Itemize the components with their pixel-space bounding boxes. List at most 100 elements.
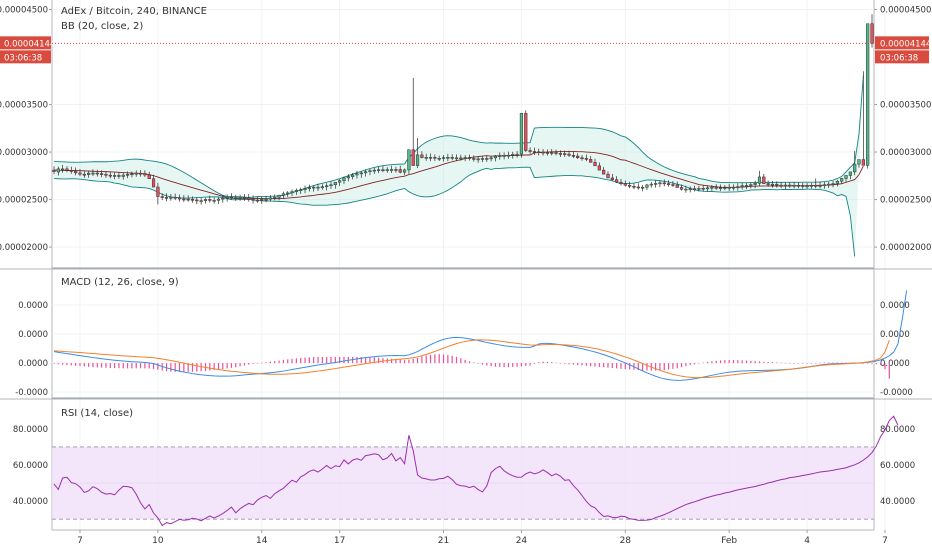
candle xyxy=(485,158,489,160)
candle xyxy=(121,174,125,177)
candle xyxy=(338,180,342,183)
macd-histogram-bar xyxy=(815,362,817,364)
candle xyxy=(268,197,272,200)
candle xyxy=(125,174,130,176)
candle xyxy=(225,196,229,199)
candle xyxy=(827,183,831,186)
candle xyxy=(346,176,350,179)
candle xyxy=(645,184,649,188)
candle xyxy=(506,154,511,157)
candle xyxy=(216,198,221,201)
candle xyxy=(848,171,852,176)
macd-tick-label-left: 0.0000 xyxy=(18,359,48,369)
candle xyxy=(866,23,870,166)
macd-histogram-bar xyxy=(810,363,813,364)
candle xyxy=(428,157,433,159)
candle xyxy=(411,149,415,166)
candle xyxy=(480,158,485,160)
candle xyxy=(718,187,723,189)
price-tick-label-left: 0.00004500 xyxy=(0,6,48,16)
candle xyxy=(705,187,710,190)
macd-histogram-bar xyxy=(564,363,566,364)
macd-histogram-bar xyxy=(806,363,808,364)
macd-histogram-bar xyxy=(70,363,72,366)
rsi-indicator-label-text: RSI (14, close) xyxy=(61,408,134,419)
macd-histogram-bar xyxy=(326,356,328,364)
macd-histogram-bar xyxy=(867,363,869,364)
macd-histogram-bar xyxy=(776,362,778,364)
macd-histogram-bar xyxy=(880,363,882,366)
candle xyxy=(281,193,285,196)
macd-indicator-label: MACD (12, 26, close, 9) xyxy=(61,277,179,288)
candle xyxy=(545,152,549,154)
macd-histogram-bar xyxy=(542,361,544,364)
macd-histogram-bar xyxy=(529,363,531,366)
candle xyxy=(255,199,260,202)
candle xyxy=(394,169,398,171)
candle xyxy=(260,199,264,201)
candle xyxy=(796,184,801,187)
macd-histogram-bar xyxy=(57,363,59,365)
candle xyxy=(372,169,376,172)
candle xyxy=(692,188,697,190)
macd-histogram-bar xyxy=(174,363,176,372)
macd-histogram-bar xyxy=(689,363,691,366)
macd-histogram-bar xyxy=(122,363,124,369)
macd-histogram-bar xyxy=(568,363,570,365)
candle xyxy=(182,198,186,201)
time-tick-label: 21 xyxy=(438,536,449,546)
macd-histogram-bar xyxy=(191,363,194,372)
candle xyxy=(212,200,216,202)
candle xyxy=(736,186,740,188)
candle xyxy=(355,173,359,176)
candle xyxy=(472,158,476,160)
macd-signal-line xyxy=(53,339,890,379)
macd-histogram-bar xyxy=(165,363,168,372)
macd-histogram-bar xyxy=(572,363,574,365)
macd-histogram-bar xyxy=(520,363,523,367)
time-tick-label: Feb xyxy=(721,536,737,546)
macd-histogram-bar xyxy=(313,357,315,364)
candle xyxy=(130,173,134,176)
macd-histogram-bar xyxy=(724,360,726,364)
macd-histogram-bar xyxy=(473,362,475,364)
macd-histogram-bar xyxy=(269,361,272,364)
macd-histogram-bar xyxy=(663,363,665,371)
candle xyxy=(100,173,104,175)
price-tick-label-right: 0.00003000 xyxy=(880,148,931,158)
macd-histogram-bar xyxy=(711,361,713,364)
candle xyxy=(164,197,169,199)
candle xyxy=(56,168,60,173)
candle xyxy=(580,157,584,160)
rsi-tick-label-left: 80.0000 xyxy=(13,425,48,435)
macd-histogram-bar xyxy=(555,362,557,364)
candle xyxy=(407,149,411,171)
candle xyxy=(519,113,524,155)
candle xyxy=(242,197,247,199)
countdown-tag-left xyxy=(0,50,51,64)
bb-indicator-label-text: BB (20, close, 2) xyxy=(61,21,144,32)
macd-histogram-bar xyxy=(434,354,436,364)
candle xyxy=(710,186,714,189)
candle xyxy=(151,178,156,188)
candle xyxy=(433,157,437,159)
candle xyxy=(459,157,463,160)
macd-histogram-bar xyxy=(672,363,674,369)
macd-histogram-bar xyxy=(538,362,540,364)
macd-histogram-bar xyxy=(144,363,146,369)
candle xyxy=(290,191,294,194)
time-tick-label: 28 xyxy=(620,536,632,546)
candle xyxy=(177,197,182,200)
macd-histogram-bar xyxy=(278,360,280,364)
candle xyxy=(381,169,385,171)
candle xyxy=(675,184,679,188)
candle xyxy=(801,185,805,187)
candle xyxy=(320,186,324,188)
candle xyxy=(779,184,783,187)
macd-histogram-bar xyxy=(429,354,432,364)
candle xyxy=(602,169,606,175)
macd-histogram-bar xyxy=(113,363,116,369)
candle xyxy=(69,170,73,172)
